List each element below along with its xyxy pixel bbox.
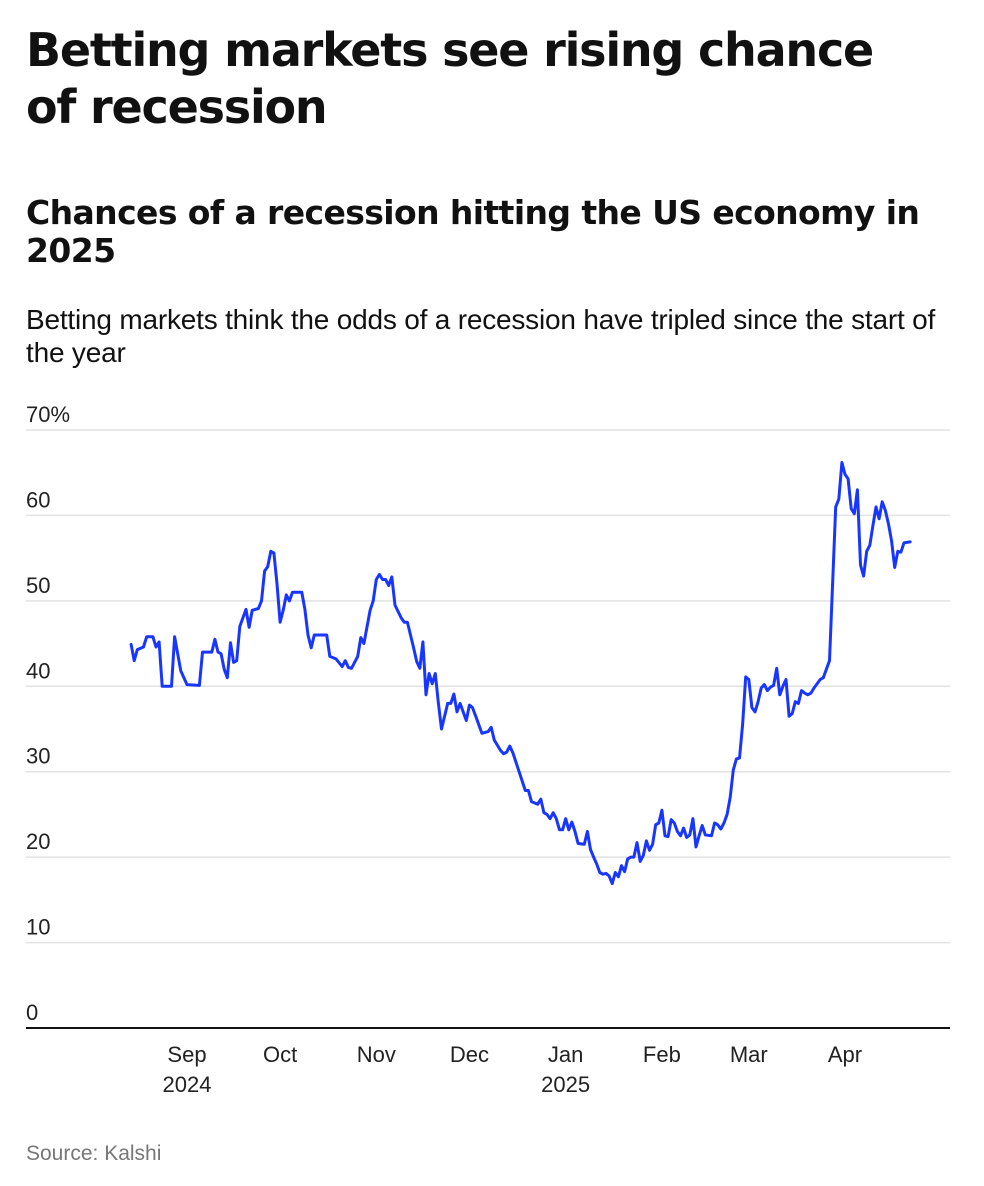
x-tick-label: Jan <box>548 1042 583 1067</box>
page-title: Betting markets see rising chance of rec… <box>26 23 874 134</box>
y-tick-label: 60 <box>26 487 50 512</box>
y-tick-label: 0 <box>26 1000 38 1025</box>
y-tick-label: 70% <box>26 402 70 427</box>
x-tick-label: Apr <box>828 1042 862 1067</box>
x-tick-year-label: 2024 <box>163 1072 212 1097</box>
x-tick-label: Dec <box>450 1042 489 1067</box>
y-tick-label: 10 <box>26 915 50 940</box>
x-tick-label: Mar <box>730 1042 768 1067</box>
x-tick-label: Oct <box>263 1042 297 1067</box>
y-axis-tick-labels: 70% 60 50 40 30 20 10 0 <box>26 402 70 1025</box>
x-tick-label: Sep <box>167 1042 206 1067</box>
chart-title: Chances of a recession hitting the US ec… <box>26 193 920 270</box>
source-note: Source: Kalshi <box>26 1142 162 1165</box>
y-tick-label: 30 <box>26 744 50 769</box>
y-tick-label: 50 <box>26 573 50 598</box>
x-axis-tick-labels: Sep 2024 Oct Nov Dec Jan 2025 Feb Mar Apr <box>163 1042 863 1097</box>
x-tick-label: Nov <box>357 1042 396 1067</box>
series-line <box>129 461 912 886</box>
y-tick-label: 20 <box>26 829 50 854</box>
x-tick-year-label: 2025 <box>541 1072 590 1097</box>
line-chart: 70% 60 50 40 30 20 10 0 Sep 2024 Oct Nov Dec Jan 2025… <box>26 402 950 1097</box>
chart-description: Betting markets think the odds of a rece… <box>26 304 936 368</box>
y-tick-label: 40 <box>26 658 50 683</box>
gridlines <box>26 429 950 944</box>
x-tick-label: Feb <box>643 1042 681 1067</box>
